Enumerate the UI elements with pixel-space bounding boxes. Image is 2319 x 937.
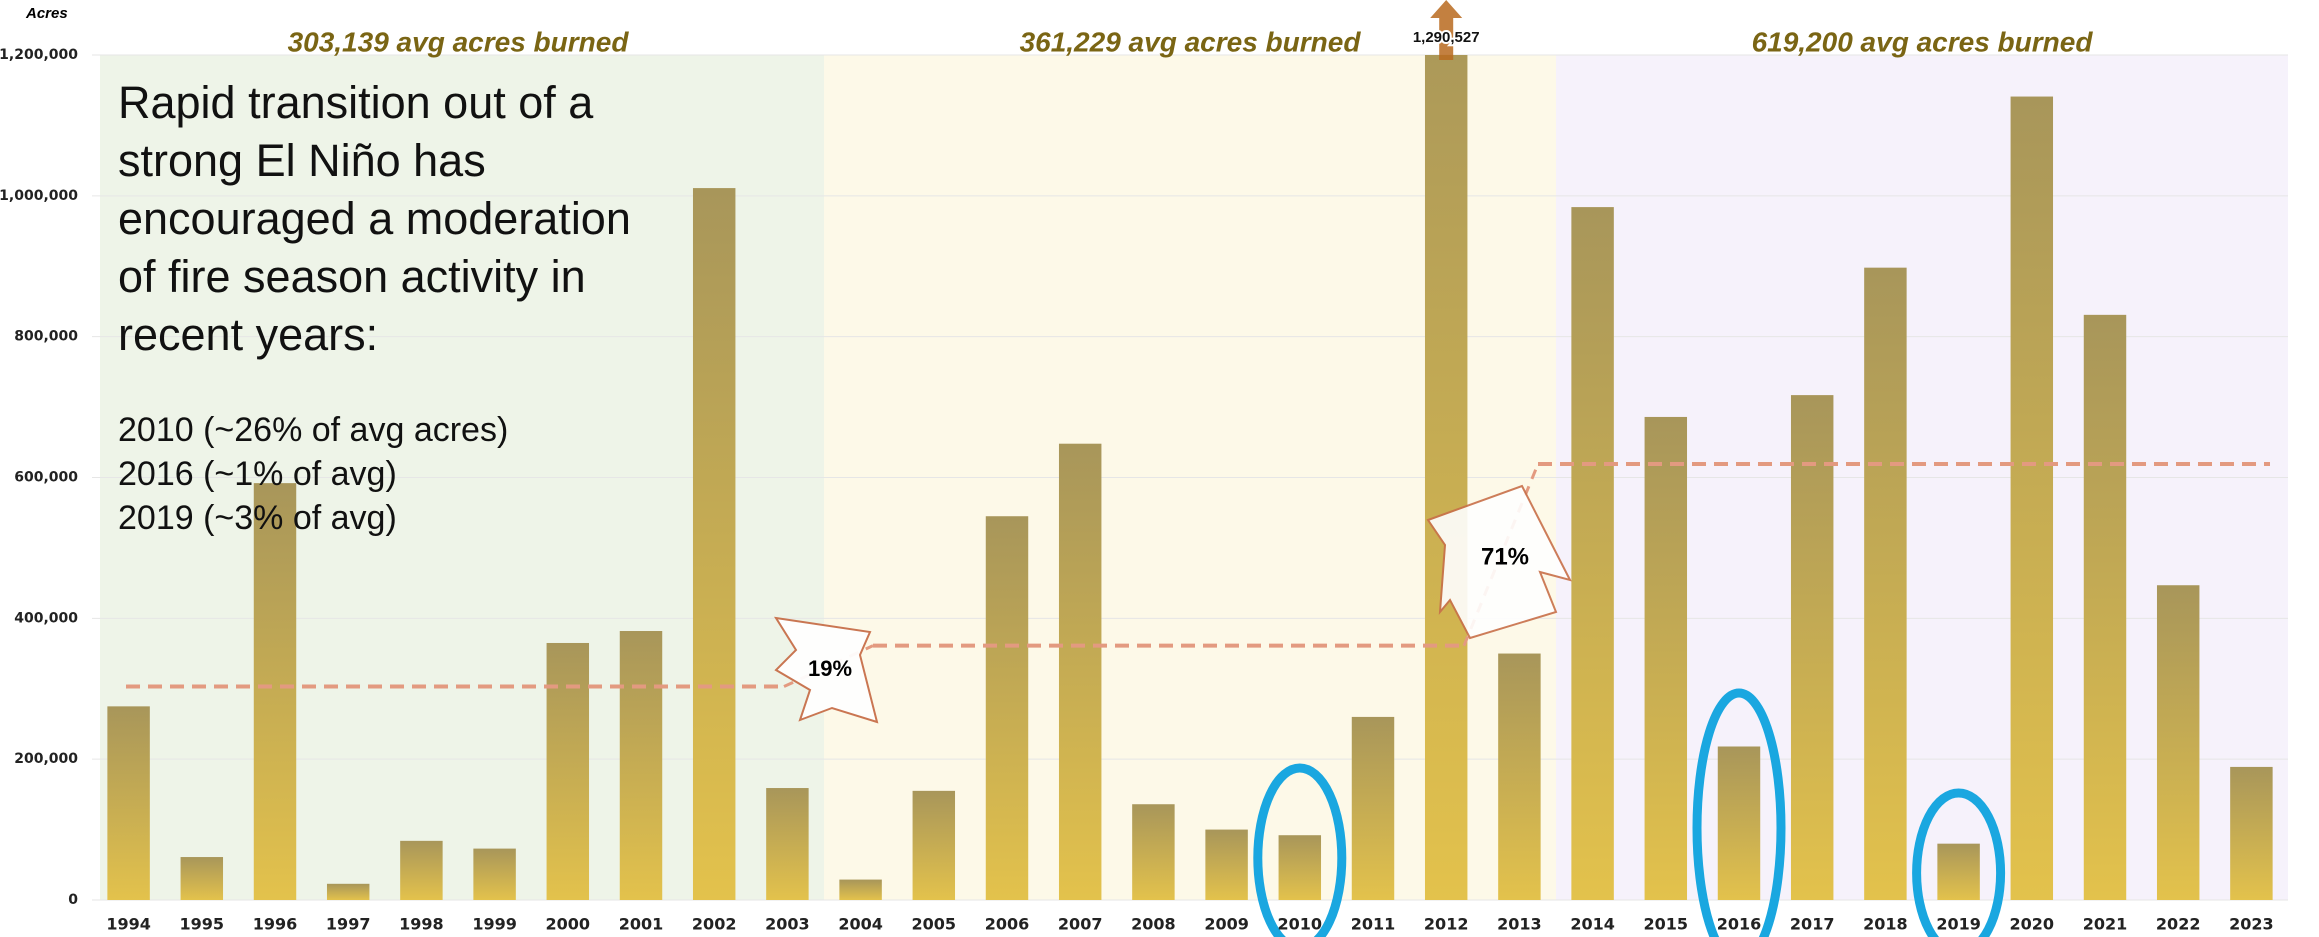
bar [1205, 829, 1248, 900]
x-tick-label: 2007 [1058, 915, 1103, 934]
bar [692, 188, 736, 900]
x-tick-label: 2019 [1936, 915, 1981, 934]
annotation-detail: 2010 (~26% of avg acres) [118, 411, 508, 449]
x-tick-label: 1998 [399, 915, 444, 934]
x-tick-label: 2004 [838, 915, 883, 934]
x-tick-label: 2012 [1424, 915, 1469, 934]
x-tick-label: 1994 [106, 915, 151, 934]
bar [985, 516, 1029, 900]
y-tick-label: 800,000 [14, 329, 78, 345]
bar [912, 790, 956, 900]
y-tick-label: 0 [68, 892, 78, 908]
x-tick-label: 2017 [1790, 915, 1835, 934]
bar [2230, 766, 2273, 900]
y-tick-label: 600,000 [14, 470, 78, 486]
change-label: 19% [808, 656, 852, 681]
highlight-circle [1253, 763, 1347, 937]
bar [400, 840, 443, 900]
annotation-line: of fire season activity in [118, 251, 586, 302]
bar [546, 642, 590, 900]
x-tick-label: 2002 [692, 915, 737, 934]
x-tick-label: 2016 [1717, 915, 1762, 934]
x-tick-label: 2021 [2083, 915, 2128, 934]
bar [1424, 55, 1468, 900]
x-tick-label: 2015 [1644, 915, 1689, 934]
change-arrow [774, 616, 879, 724]
annotation-detail: 2016 (~1% of avg) [118, 455, 397, 493]
x-tick-label: 1999 [472, 915, 517, 934]
x-tick-label: 2005 [912, 915, 957, 934]
annotation-line: recent years: [118, 309, 378, 360]
bar [1790, 395, 1834, 900]
bar [2156, 585, 2200, 900]
x-tick-label: 1997 [326, 915, 371, 934]
x-tick-label: 2018 [1863, 915, 1908, 934]
x-tick-label: 2009 [1204, 915, 1249, 934]
highlight-circle [1912, 788, 2006, 937]
y-tick-label: 200,000 [14, 751, 78, 767]
bar [1717, 746, 1761, 900]
y-axis-label: Acres [25, 5, 68, 22]
period-label: 361,229 avg acres burned [1020, 26, 1362, 57]
y-tick-label: 1,000,000 [0, 188, 78, 204]
x-tick-label: 2013 [1497, 915, 1542, 934]
bar [1132, 804, 1175, 900]
bar [766, 788, 809, 900]
annotation-line: encouraged a moderation [118, 193, 631, 244]
x-tick-label: 2022 [2156, 915, 2201, 934]
bar [1571, 207, 1614, 901]
bar [1498, 653, 1541, 900]
x-tick-label: 2010 [1278, 915, 1323, 934]
overflow-arrow [1430, 0, 1463, 60]
y-tick-label: 400,000 [14, 610, 78, 626]
period-label: 619,200 avg acres burned [1752, 26, 2094, 57]
annotation-line: Rapid transition out of a [118, 77, 594, 128]
bar [1351, 716, 1395, 900]
change-label: 71% [1481, 543, 1529, 570]
period-label: 303,139 avg acres burned [288, 26, 630, 57]
bar [1278, 835, 1322, 900]
x-tick-label: 2006 [985, 915, 1030, 934]
change-arrow [1426, 484, 1572, 640]
bar [1058, 443, 1102, 900]
bar [619, 631, 663, 900]
bar [180, 857, 224, 900]
bar [1864, 267, 1907, 900]
highlight-circle [1692, 688, 1786, 937]
x-tick-label: 2023 [2229, 915, 2274, 934]
bar [1644, 416, 1688, 900]
bar [2083, 314, 2127, 900]
x-tick-label: 2003 [765, 915, 810, 934]
bar [107, 706, 150, 900]
x-tick-label: 1995 [180, 915, 225, 934]
x-tick-label: 2011 [1351, 915, 1396, 934]
x-tick-label: 1996 [253, 915, 298, 934]
bar [253, 483, 297, 900]
x-tick-label: 2020 [2010, 915, 2055, 934]
annotation-line: strong El Niño has [118, 135, 486, 186]
y-tick-label: 1,200,000 [0, 47, 78, 63]
x-tick-label: 2008 [1131, 915, 1176, 934]
annotation-detail: 2019 (~3% of avg) [118, 499, 397, 537]
data-label: 1,290,527 [1413, 29, 1480, 46]
x-tick-label: 2000 [546, 915, 591, 934]
x-tick-label: 2014 [1570, 915, 1615, 934]
x-tick-label: 2001 [619, 915, 664, 934]
bar [1937, 843, 1980, 900]
bar [473, 848, 516, 900]
bar [326, 883, 370, 900]
bar [2010, 96, 2054, 900]
bar [839, 879, 882, 900]
